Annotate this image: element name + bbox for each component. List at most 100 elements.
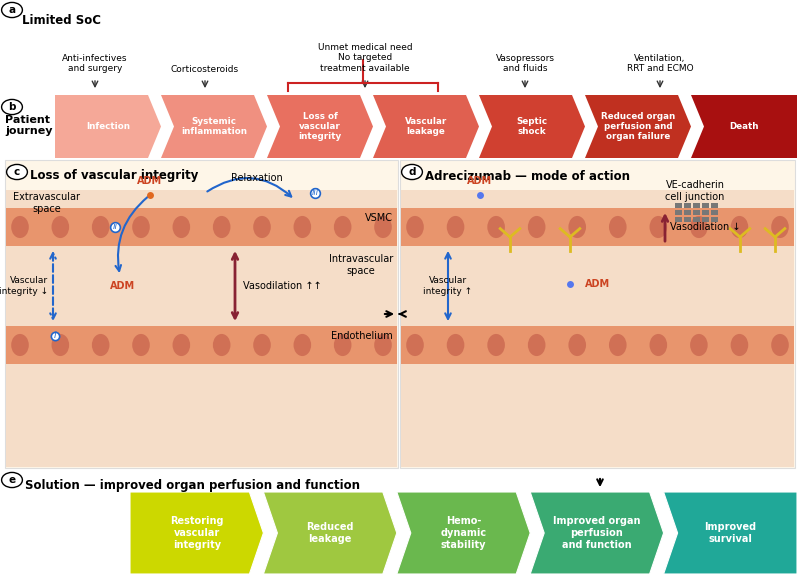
Text: VE-cadherin
cell junction: VE-cadherin cell junction (666, 180, 725, 201)
Circle shape (402, 165, 422, 180)
Text: Extravascular
space: Extravascular space (13, 192, 80, 214)
Polygon shape (130, 492, 263, 574)
Bar (693, 210, 700, 215)
Bar (675, 203, 682, 208)
Text: Adrecizumab — mode of action: Adrecizumab — mode of action (425, 169, 630, 183)
Text: Relaxation: Relaxation (231, 173, 283, 183)
Ellipse shape (334, 334, 351, 356)
Ellipse shape (173, 334, 190, 356)
Circle shape (2, 100, 22, 115)
Text: Reduced
leakage: Reduced leakage (306, 522, 354, 544)
Text: journey: journey (5, 126, 53, 136)
Bar (702, 203, 709, 208)
Text: Reduced organ
perfusion and
organ failure: Reduced organ perfusion and organ failur… (601, 112, 675, 141)
Text: Vasopressors
and fluids: Vasopressors and fluids (495, 54, 554, 73)
Text: Hemo-
dynamic
stability: Hemo- dynamic stability (441, 516, 486, 549)
Text: ii: ii (113, 222, 118, 232)
Ellipse shape (609, 334, 626, 356)
Text: Corticosteroids: Corticosteroids (171, 65, 239, 74)
Polygon shape (397, 492, 530, 574)
Text: Anti-infectives
and surgery: Anti-infectives and surgery (62, 54, 128, 73)
Circle shape (2, 2, 22, 17)
Ellipse shape (51, 216, 69, 238)
Ellipse shape (730, 334, 748, 356)
Ellipse shape (446, 334, 464, 356)
Bar (693, 217, 700, 222)
Bar (684, 217, 691, 222)
Text: d: d (408, 167, 416, 177)
Polygon shape (585, 95, 691, 158)
Bar (6, 326, 397, 364)
Ellipse shape (406, 216, 424, 238)
Ellipse shape (528, 216, 546, 238)
Text: Vasodilation ↑↑: Vasodilation ↑↑ (243, 281, 322, 291)
Polygon shape (664, 492, 797, 574)
Ellipse shape (690, 334, 708, 356)
Text: Endothelium: Endothelium (331, 331, 393, 341)
Bar (400, 160, 795, 468)
Text: Septic
shock: Septic shock (517, 117, 547, 136)
Bar (401, 246, 794, 326)
Ellipse shape (132, 216, 150, 238)
Polygon shape (373, 95, 479, 158)
Ellipse shape (569, 216, 586, 238)
Bar (711, 210, 718, 215)
Text: b: b (8, 102, 16, 112)
Ellipse shape (609, 216, 626, 238)
Bar (675, 217, 682, 222)
Ellipse shape (487, 334, 505, 356)
Polygon shape (55, 95, 161, 158)
Text: Vasodilation ↓: Vasodilation ↓ (670, 222, 741, 232)
Bar (401, 190, 794, 208)
Text: Loss of
vascular
integrity: Loss of vascular integrity (298, 112, 342, 141)
Bar (6, 208, 397, 246)
Text: ADM: ADM (110, 281, 135, 291)
Text: VSMC: VSMC (365, 213, 393, 223)
Text: Systemic
inflammation: Systemic inflammation (181, 117, 247, 136)
Bar (401, 364, 794, 467)
Polygon shape (267, 95, 373, 158)
Text: Improved organ
perfusion
and function: Improved organ perfusion and function (553, 516, 641, 549)
Polygon shape (691, 95, 797, 158)
Ellipse shape (51, 334, 69, 356)
Circle shape (6, 165, 27, 180)
Bar (684, 203, 691, 208)
Ellipse shape (374, 334, 392, 356)
Text: Vascular
leakage: Vascular leakage (405, 117, 447, 136)
Bar (711, 217, 718, 222)
Polygon shape (161, 95, 267, 158)
Text: Death: Death (730, 122, 758, 131)
Text: iii: iii (311, 189, 318, 197)
Ellipse shape (446, 216, 464, 238)
Ellipse shape (253, 334, 270, 356)
Text: Ventilation,
RRT and ECMO: Ventilation, RRT and ECMO (626, 54, 694, 73)
Ellipse shape (92, 216, 110, 238)
Ellipse shape (569, 334, 586, 356)
Bar (684, 210, 691, 215)
Text: Unmet medical need
No targeted
treatment available: Unmet medical need No targeted treatment… (318, 43, 412, 73)
Text: Solution — improved organ perfusion and function: Solution — improved organ perfusion and … (25, 478, 360, 492)
Bar (702, 217, 709, 222)
Text: a: a (9, 5, 15, 15)
Polygon shape (530, 492, 664, 574)
Bar (693, 203, 700, 208)
Ellipse shape (374, 216, 392, 238)
Bar (401, 208, 794, 246)
Bar (5, 160, 398, 468)
Ellipse shape (92, 334, 110, 356)
Text: Vascular
integrity ↓: Vascular integrity ↓ (0, 276, 48, 296)
Bar (6, 364, 397, 467)
Text: Limited SoC: Limited SoC (22, 14, 101, 27)
Bar (401, 326, 794, 364)
Ellipse shape (771, 216, 789, 238)
Text: Improved
survival: Improved survival (704, 522, 756, 544)
Text: Intravascular
space: Intravascular space (329, 254, 393, 276)
Ellipse shape (650, 334, 667, 356)
Ellipse shape (132, 334, 150, 356)
Ellipse shape (11, 216, 29, 238)
Ellipse shape (690, 216, 708, 238)
Bar (675, 210, 682, 215)
Ellipse shape (730, 216, 748, 238)
Text: Restoring
vascular
integrity: Restoring vascular integrity (170, 516, 223, 549)
Text: ADM: ADM (467, 176, 493, 186)
